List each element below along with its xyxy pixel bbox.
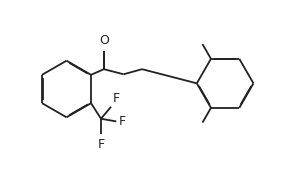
Text: F: F (98, 138, 105, 151)
Text: F: F (112, 92, 120, 105)
Text: O: O (99, 34, 109, 47)
Text: F: F (119, 115, 126, 128)
